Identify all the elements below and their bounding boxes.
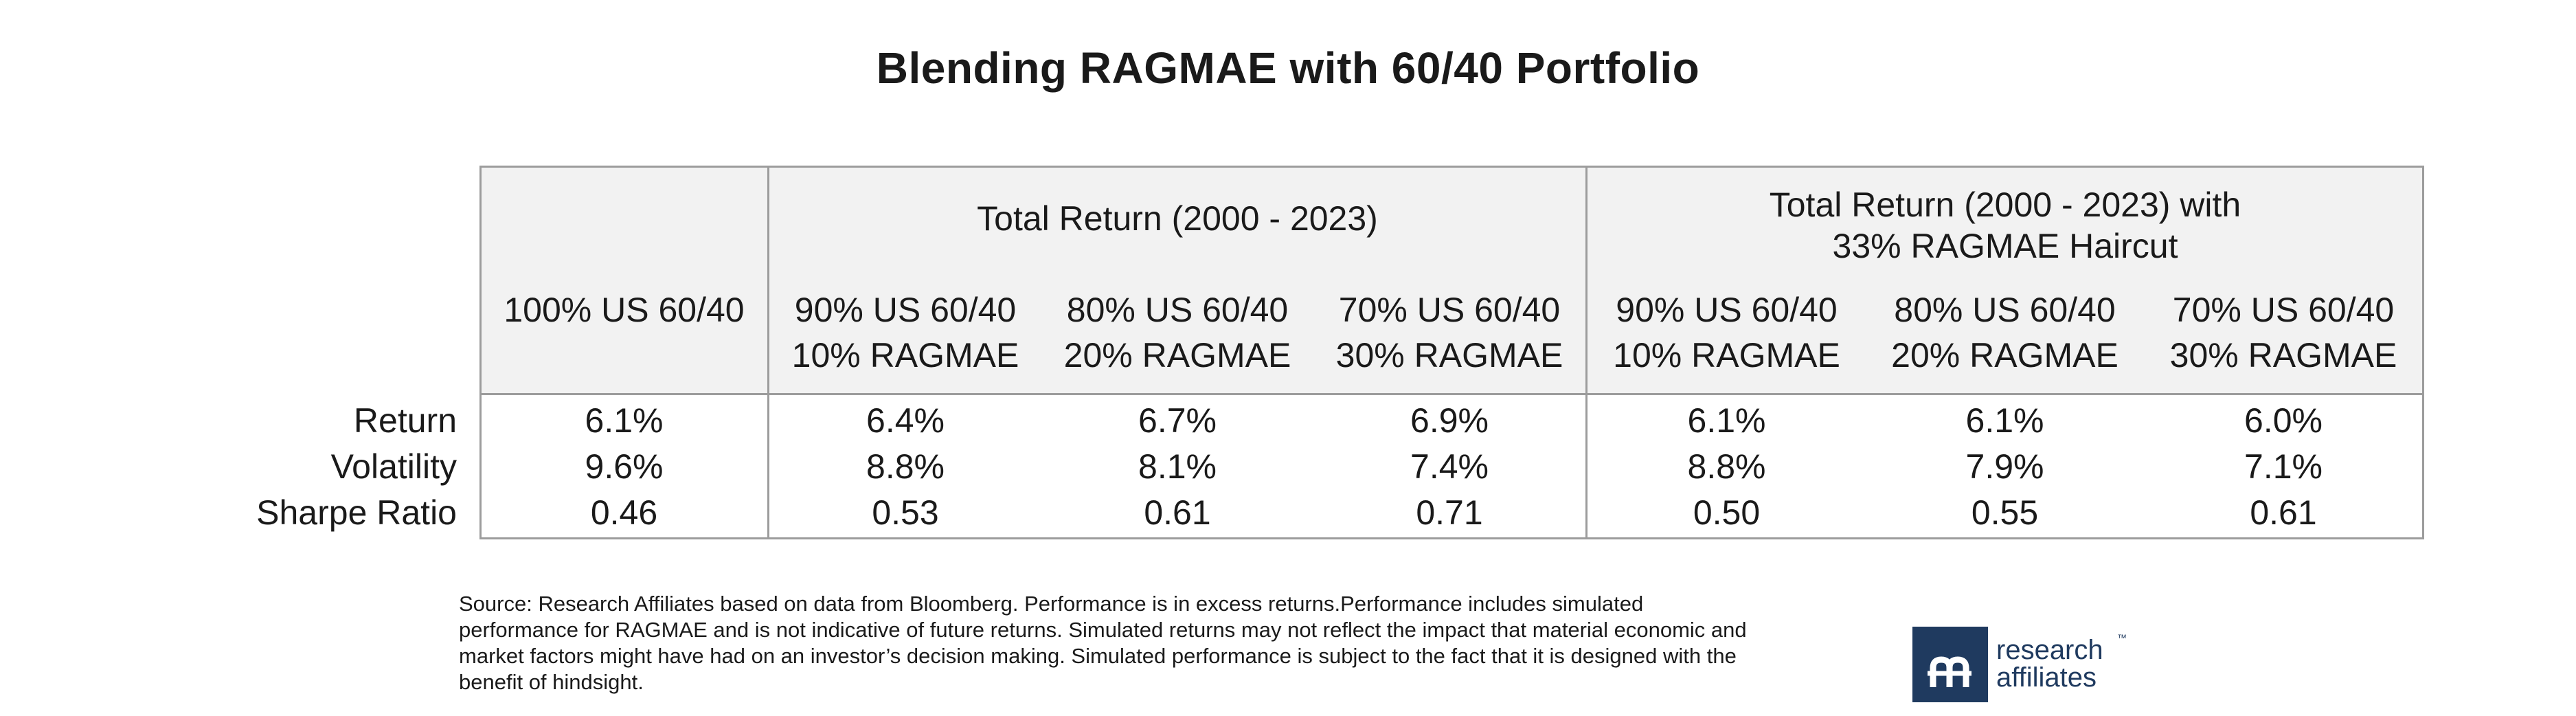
table-cell: 0.55 (1971, 493, 2039, 532)
table-cell: 0.71 (1416, 493, 1483, 532)
column-header: 70% US 60/40 30% RAGMAE (1335, 291, 1563, 374)
table-divider-left (767, 166, 769, 539)
table-cell: 0.53 (872, 493, 939, 532)
table-cell: 8.1% (1138, 447, 1217, 486)
row-label-return: Return (353, 401, 457, 440)
group-header-total-return-haircut: Total Return (2000 - 2023) with 33% RAGM… (1769, 186, 2241, 265)
table-cell: 8.8% (866, 447, 945, 486)
table-cell: 6.4% (866, 401, 945, 440)
table-cell: 6.1% (1965, 401, 2044, 440)
column-header: 70% US 60/40 30% RAGMAE (2169, 291, 2397, 374)
table-cell: 0.46 (590, 493, 658, 532)
table-header-rule (479, 393, 2424, 395)
row-label-sharpe-ratio: Sharpe Ratio (256, 493, 457, 532)
column-header: 100% US 60/40 (504, 291, 745, 329)
table-border (479, 166, 2424, 539)
logo-wordmark: research affiliates (1996, 635, 2103, 693)
group-header-total-return: Total Return (2000 - 2023) (977, 199, 1378, 238)
chart-title: Blending RAGMAE with 60/40 Portfolio (876, 43, 1700, 93)
source-footnote: Source: Research Affiliates based on dat… (459, 592, 1747, 694)
table-cell: 6.1% (1687, 401, 1766, 440)
table-cell: 7.4% (1410, 447, 1489, 486)
table-header-background (481, 167, 2423, 394)
logo-mark-icon (1912, 627, 1988, 702)
table-cell: 0.50 (1693, 493, 1761, 532)
table-cell: 6.9% (1410, 401, 1489, 440)
table-cell: 6.0% (2244, 401, 2323, 440)
table-cell: 6.7% (1138, 401, 1217, 440)
table-divider-middle (1585, 166, 1588, 539)
table-cell: 8.8% (1687, 447, 1766, 486)
table-cell: 7.9% (1965, 447, 2044, 486)
logo-trademark: ™ (2117, 632, 2127, 643)
row-label-volatility: Volatility (330, 447, 457, 486)
table-cell: 6.1% (585, 401, 664, 440)
column-header: 90% US 60/40 10% RAGMAE (1613, 291, 1840, 374)
table-cell: 9.6% (585, 447, 664, 486)
table-cell: 0.61 (2250, 493, 2317, 532)
column-header: 80% US 60/40 20% RAGMAE (1063, 291, 1291, 374)
research-affiliates-logo: research affiliates ™ (1912, 627, 2132, 702)
column-header: 90% US 60/40 10% RAGMAE (791, 291, 1019, 374)
table-cell: 7.1% (2244, 447, 2323, 486)
column-header: 80% US 60/40 20% RAGMAE (1891, 291, 2119, 374)
table-cell: 0.61 (1144, 493, 1211, 532)
